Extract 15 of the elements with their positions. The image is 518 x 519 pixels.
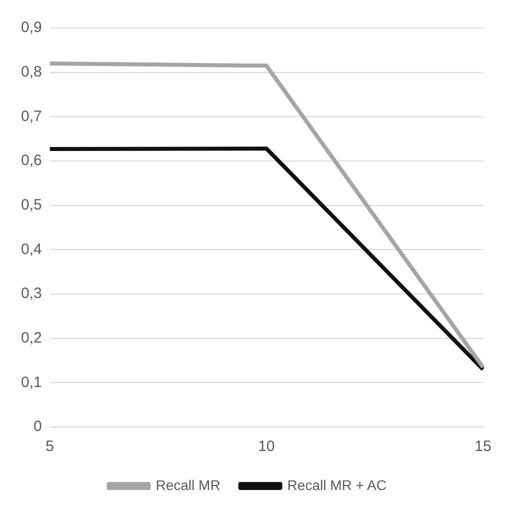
x-tick-label: 10: [258, 438, 275, 456]
x-tick-label: 5: [46, 438, 54, 456]
legend-label: Recall MR + AC: [287, 476, 386, 493]
y-tick-label: 0,7: [20, 108, 42, 125]
y-tick-label: 0,4: [20, 240, 42, 258]
y-tick-label: 0,2: [20, 329, 42, 346]
y-tick-label: 0,5: [20, 196, 42, 214]
y-tick-label: 0,1: [20, 374, 42, 391]
y-tick-label: 0,9: [20, 19, 42, 36]
legend-label: Recall MR: [156, 476, 220, 493]
y-tick-label: 0,3: [20, 285, 42, 302]
x-tick-label: 15: [474, 438, 492, 456]
y-tick-label: 0,6: [20, 152, 42, 170]
y-tick-label: 0: [34, 418, 42, 436]
y-tick-label: 0,8: [20, 63, 42, 80]
